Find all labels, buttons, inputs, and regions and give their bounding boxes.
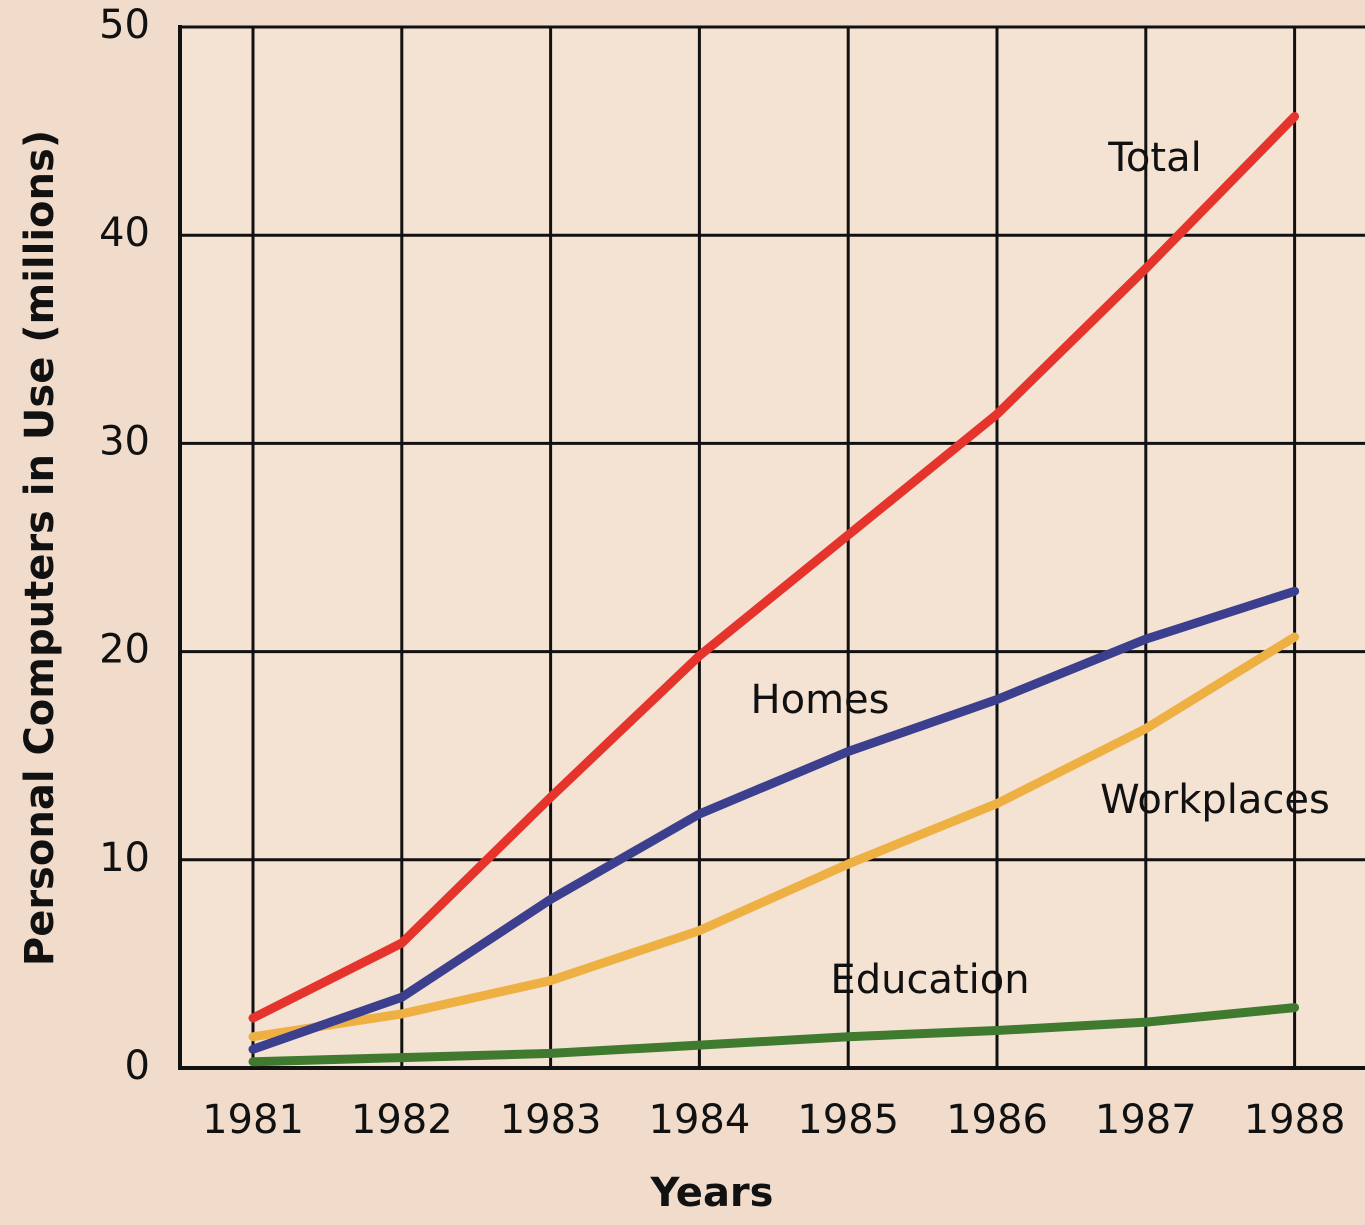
series-label: Workplaces (1100, 777, 1330, 823)
x-tick-label: 1988 (1244, 1097, 1346, 1143)
y-tick-label: 50 (99, 2, 150, 48)
x-tick-label: 1981 (202, 1097, 304, 1143)
x-tick-label: 1982 (351, 1097, 453, 1143)
series-line (248, 1003, 1300, 1067)
y-tick-label: 0 (125, 1043, 150, 1089)
x-tick-label: 1983 (500, 1097, 602, 1143)
y-axis-title: Personal Computers in Use (millions) (17, 130, 63, 966)
y-tick-label: 40 (99, 210, 150, 256)
series-label: Education (830, 957, 1029, 1003)
x-tick-label: 1985 (797, 1097, 899, 1143)
plot-area (180, 27, 1365, 1068)
x-tick-label: 1986 (946, 1097, 1048, 1143)
series-line (248, 586, 1300, 1054)
series-line (248, 632, 1300, 1042)
x-axis-title: Years (650, 1170, 774, 1216)
y-tick-label: 20 (99, 627, 150, 673)
series-label: Total (1107, 135, 1201, 181)
y-tick-label: 30 (99, 418, 150, 464)
series-line (248, 112, 1300, 1023)
x-tick-label: 1984 (649, 1097, 751, 1143)
series-label: Homes (751, 677, 890, 723)
y-tick-label: 10 (99, 835, 150, 881)
x-tick-label: 1987 (1095, 1097, 1197, 1143)
